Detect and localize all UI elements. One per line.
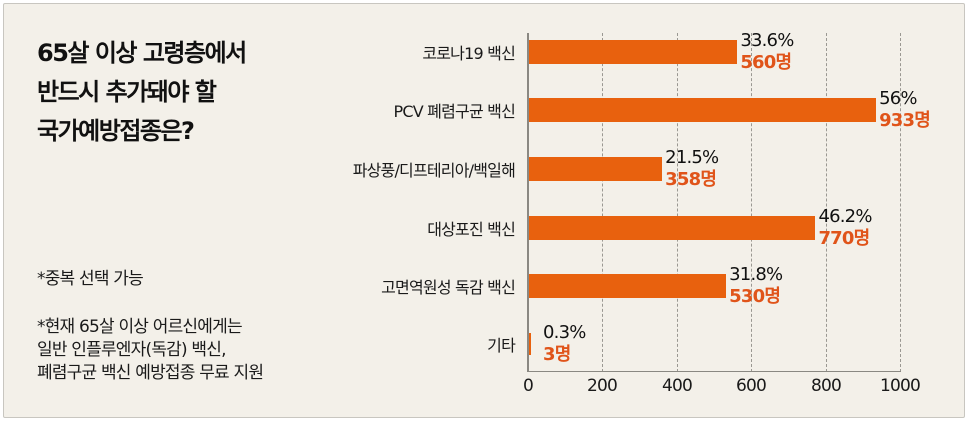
value-label: 46.2% 770명 [818,206,872,250]
percent-label: 31.8% [729,264,783,285]
value-label: 0.3% 3명 [543,322,586,366]
bar [529,157,663,181]
category-label: PCV 폐렴구균 백신 [393,102,516,121]
x-tick-400: 400 [661,376,693,396]
count-label: 530명 [729,286,781,307]
value-label: 56% 933명 [879,88,931,132]
percent-label: 56% [879,88,917,109]
category-label: 기타 [487,336,516,355]
value-label: 31.8% 530명 [729,264,783,308]
gridline-800 [826,33,827,372]
gridline-400 [677,33,678,372]
category-label: 코로나19 백신 [422,44,515,63]
percent-label: 33.6% [740,30,794,51]
x-tick-200: 200 [586,376,618,396]
bar [529,333,531,355]
y-axis-line [527,33,529,372]
percent-label: 0.3% [543,322,586,343]
note-current-support: *현재 65살 이상 어르신에게는 일반 인플루엔자(독감) 백신, 폐렴구균 … [37,316,264,385]
count-label: 933명 [879,110,931,131]
count-label: 560명 [740,52,792,73]
note-line-2: 일반 인플루엔자(독감) 백신, [37,340,227,360]
bar [529,216,816,240]
value-label: 21.5% 358명 [665,147,719,191]
title-line-1: 65살 이상 고령층에서 [37,39,247,67]
x-tick-1000: 1000 [879,376,921,396]
x-tick-600: 600 [735,376,767,396]
note-line-3: 폐렴구균 백신 예방접종 무료 지원 [37,363,264,383]
count-label: 358명 [665,169,717,190]
x-tick-800: 800 [810,376,842,396]
bar [529,98,877,122]
category-label: 대상포진 백신 [427,220,516,239]
category-label: 파상풍/디프테리아/백일해 [352,161,516,180]
percent-label: 46.2% [818,206,872,227]
bar [529,274,727,298]
gridline-600 [751,33,752,372]
chart-title: 65살 이상 고령층에서 반드시 추가돼야 할 국가예방접종은? [37,34,247,151]
gridline-1000 [900,33,901,372]
title-line-3: 국가예방접종은? [37,117,195,145]
value-label: 33.6% 560명 [740,30,794,74]
x-axis-line [527,371,901,372]
title-line-2: 반드시 추가돼야 할 [37,78,217,106]
percent-label: 21.5% [665,147,719,168]
note-multiple-choice: *중복 선택 가능 [37,269,144,289]
gridline-200 [602,33,603,372]
note-line-1: *현재 65살 이상 어르신에게는 [37,317,243,337]
count-label: 770명 [818,228,870,249]
category-label: 고면역원성 독감 백신 [381,278,516,297]
x-tick-0: 0 [522,376,534,396]
count-label: 3명 [543,344,571,365]
infographic-frame: 65살 이상 고령층에서 반드시 추가돼야 할 국가예방접종은? *중복 선택 … [3,3,965,418]
bar [529,40,738,64]
